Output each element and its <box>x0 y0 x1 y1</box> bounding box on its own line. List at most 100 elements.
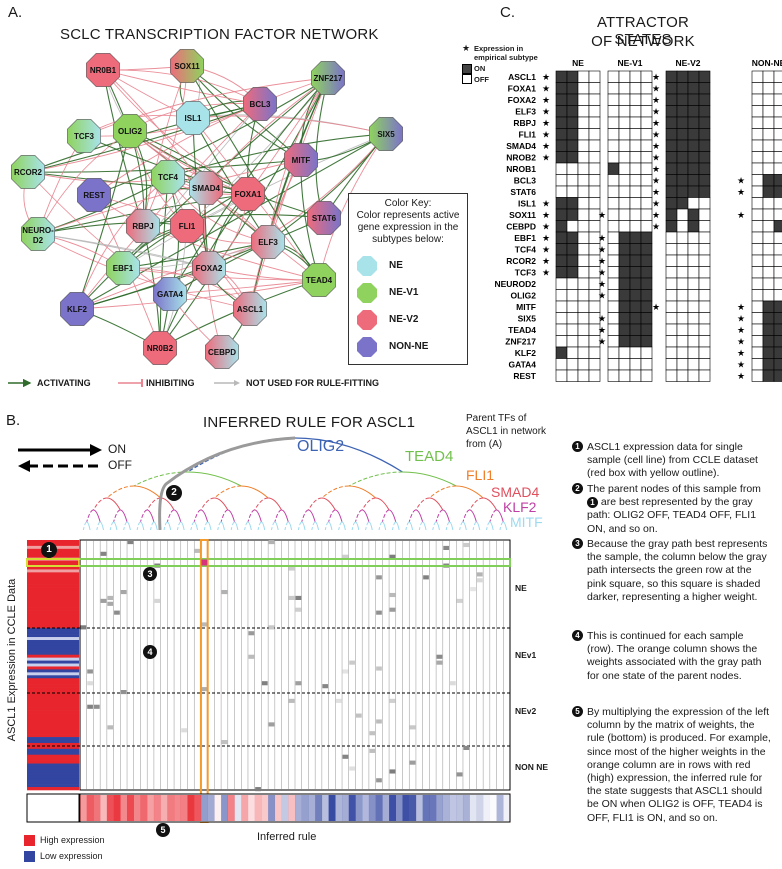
edge-znf217-nr0b2 <box>159 77 329 349</box>
tree-branch-off-5 <box>123 521 128 530</box>
state-cell-ne-rest-0 <box>555 369 568 382</box>
weight-cell <box>268 722 275 727</box>
state-cell-non-ne-znf217-2 <box>773 335 782 348</box>
state-cell-non-ne-rest-1 <box>762 369 775 382</box>
state-cell-ne-rbpj-2 <box>577 116 590 129</box>
state-cell-ne-v1-rcor2-3 <box>640 254 653 267</box>
state-cell-ne-v2-tcf3-0 <box>665 266 678 279</box>
rule-cell <box>409 795 417 821</box>
tree-branch-off-5 <box>96 521 101 530</box>
state-header-non-ne: NON-NE <box>752 58 782 68</box>
rule-cell <box>389 795 396 821</box>
state-cell-ne-klf2-0 <box>555 346 568 359</box>
tree-branch-on-5 <box>315 521 320 530</box>
star-ne-v1-neurod2: ★ <box>598 279 606 289</box>
state-cell-ne-v1-cebpd-3 <box>640 220 653 233</box>
state-cell-ne-rbpj-0 <box>555 116 568 129</box>
expression-cell <box>27 734 79 738</box>
expression-cell <box>27 657 79 661</box>
highlight-sample <box>26 558 80 567</box>
state-cell-ne-nrob2-0 <box>555 151 568 164</box>
state-cell-ne-v1-foxa1-2 <box>629 82 642 95</box>
expression-cell <box>27 784 79 788</box>
rule-cell <box>207 795 215 821</box>
color-key-label-non-ne: NON-NE <box>389 341 429 352</box>
rule-cell <box>368 795 376 821</box>
star-ne-foxa2: ★ <box>542 95 550 105</box>
state-cell-ne-isl1-2 <box>577 197 590 210</box>
state-cell-non-ne-rbpj-2 <box>773 116 782 129</box>
tree-branch-on-3 <box>214 497 229 511</box>
note-4-text: This is continued for each sample (row).… <box>587 630 762 682</box>
state-cell-ne-znf217-1 <box>566 335 579 348</box>
state-cell-ne-v1-rest-1 <box>618 369 631 382</box>
tree-label-klf2: KLF2 <box>503 499 537 515</box>
state-cell-ne-v2-six5-3 <box>698 312 711 325</box>
state-cell-ne-znf217-0 <box>555 335 568 348</box>
state-cell-ne-nrob1-0 <box>555 162 568 175</box>
state-cell-ne-mitf-0 <box>555 300 568 313</box>
tree-branch-off-5 <box>257 521 262 530</box>
state-cell-ne-v2-foxa1-2 <box>687 82 700 95</box>
weight-cell <box>255 787 261 792</box>
state-cell-ne-v2-rcor2-2 <box>687 254 700 267</box>
star-ne-v1-rcor2: ★ <box>598 256 606 266</box>
note-1-text: ASCL1 expression data for single sample … <box>587 441 758 480</box>
weight-cell <box>322 684 329 689</box>
state-cell-ne-cebpd-3 <box>588 220 601 233</box>
expression-cell <box>27 651 79 656</box>
weight-cell <box>288 566 295 571</box>
star-ne-v2-ascl1: ★ <box>652 72 660 82</box>
weight-cell <box>423 575 429 580</box>
low-expression-swatch <box>24 851 35 862</box>
state-cell-ne-v2-rcor2-0 <box>665 254 678 267</box>
gene-label-tead4: TEAD4 <box>508 325 536 335</box>
expression-cell <box>27 669 79 673</box>
tree-branch-off-5 <box>432 521 437 530</box>
tree-branch-off-5 <box>445 521 450 530</box>
node-bcl3: BCL3 <box>243 87 277 121</box>
state-cell-ne-v1-rest-2 <box>629 369 642 382</box>
tree-branch-on-4 <box>93 509 101 523</box>
weight-cell <box>456 772 463 777</box>
state-cell-ne-v2-cebpd-3 <box>698 220 711 233</box>
state-cell-ne-v2-znf217-3 <box>698 335 711 348</box>
edge-klf2-olig2 <box>76 129 132 310</box>
state-cell-ne-v1-foxa1-1 <box>618 82 631 95</box>
legend-activating: ACTIVATING <box>37 378 91 388</box>
state-cell-ne-fli1-0 <box>555 128 568 141</box>
state-cell-ne-v2-cebpd-1 <box>676 220 689 233</box>
weight-cell <box>107 601 114 606</box>
state-cell-ne-v1-tcf3-3 <box>640 266 653 279</box>
state-cell-ne-v2-fli1-0 <box>665 128 678 141</box>
expression-cell <box>27 578 79 582</box>
node-label-fli1: FLI1 <box>179 222 196 231</box>
state-cell-ne-ebf1-1 <box>566 231 579 244</box>
expression-cell <box>27 610 79 614</box>
edge-znf217-tcf3 <box>82 77 329 139</box>
state-cell-ne-v2-nrob1-0 <box>665 162 678 175</box>
tree-branch-off-4 <box>274 509 282 523</box>
tree-branch-on-5 <box>422 521 427 530</box>
tree-branch-on-5 <box>207 521 212 530</box>
expression-cell <box>27 716 79 720</box>
rule-cell <box>476 795 484 821</box>
tree-branch-on-4 <box>415 509 424 523</box>
state-cell-ne-smad4-0 <box>555 139 568 152</box>
state-cell-ne-v1-sox11-1 <box>618 208 631 221</box>
tree-label-olig2: OLIG2 <box>297 438 345 455</box>
tree-branch-on-5 <box>341 521 346 530</box>
node-cebpd: CEBPD <box>205 335 239 369</box>
panel-a-title: SCLC TRANSCRIPTION FACTOR NETWORK <box>60 26 379 43</box>
rule-cell <box>167 795 175 821</box>
state-cell-non-ne-isl1-2 <box>773 197 782 210</box>
tree-branch-on-4 <box>173 509 182 523</box>
pink-square <box>201 559 208 566</box>
state-cell-ne-rcor2-2 <box>577 254 590 267</box>
expression-cell <box>27 707 79 711</box>
tree-branch-off-5 <box>499 521 504 530</box>
state-cell-ne-v2-tead4-1 <box>676 323 689 336</box>
weight-cell <box>456 598 463 603</box>
gene-label-tcf4: TCF4 <box>515 245 537 255</box>
state-cell-ne-olig2-0 <box>555 289 568 302</box>
